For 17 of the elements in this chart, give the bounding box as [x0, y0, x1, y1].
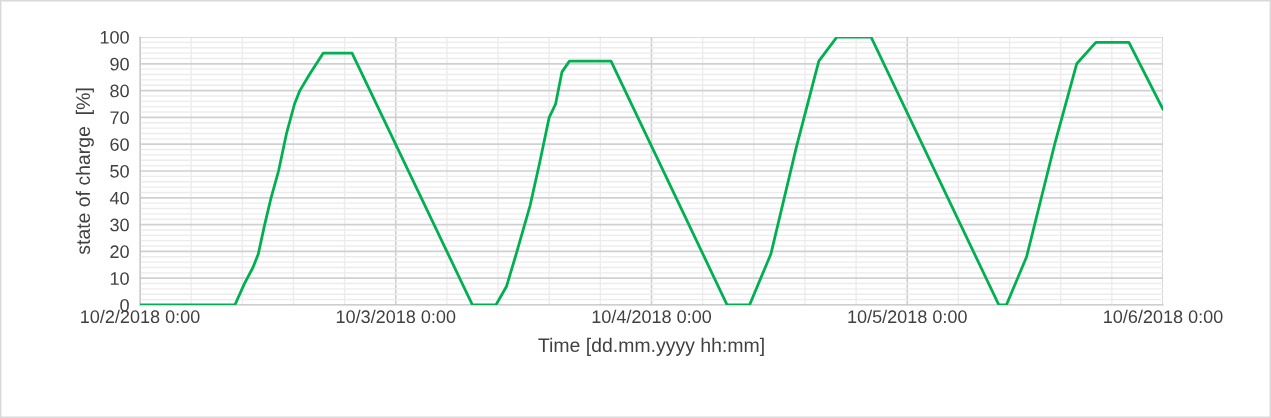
- y-axis-title: state of charge [%]: [75, 88, 94, 255]
- y-tick-label: 50: [110, 164, 129, 178]
- x-tick-label: 10/4/2018 0:00: [592, 309, 712, 324]
- y-tick-label: 30: [110, 218, 129, 232]
- y-tick-label: 60: [110, 138, 129, 151]
- x-tick-label: 10/5/2018 0:00: [848, 309, 967, 324]
- y-tick-label: 70: [110, 111, 129, 125]
- x-tick-label: 10/3/2018 0:00: [336, 309, 456, 324]
- line-series: [140, 37, 1163, 305]
- y-tick-label: 20: [110, 245, 129, 259]
- y-tick-label: 40: [109, 191, 129, 205]
- y-tick-label: 100: [100, 30, 129, 44]
- x-axis-title: Time [dd.mm.yyyy hh:mm]: [538, 337, 764, 356]
- y-tick-label: 80: [110, 84, 129, 98]
- y-tick-label: 10: [110, 272, 129, 285]
- y-tick-label: 90: [110, 57, 129, 71]
- x-tick-label: 10/6/2018 0:00: [1104, 309, 1223, 324]
